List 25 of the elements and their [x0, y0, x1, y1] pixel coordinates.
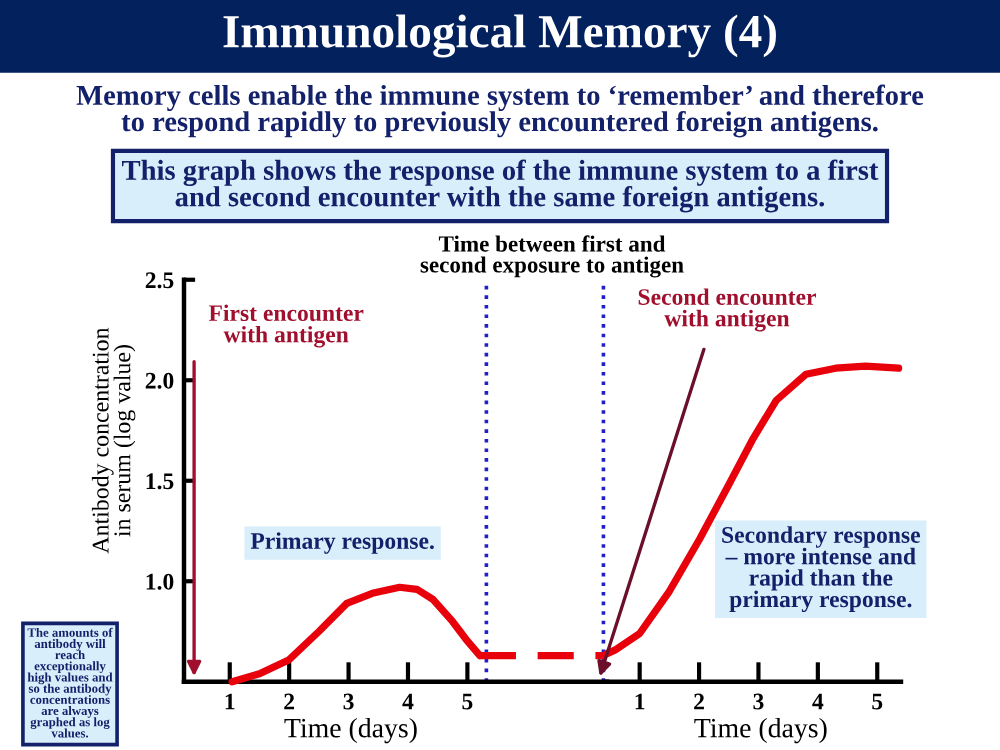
x-axis-title: Time (days): [694, 717, 827, 744]
x-tick-label: 3: [753, 693, 764, 710]
y-tick-label: 2.5: [145, 272, 174, 289]
annotation: Secondary response – more intense and rapid than the primary response.: [722, 526, 921, 613]
annotation: First encounter with antigen: [208, 304, 364, 348]
text: This graph shows the response of the immune system to a first and second encounter with the same foreign antigens.: [122, 159, 879, 213]
y-axis-title: Antibody concentration in serum (log value): [91, 327, 136, 554]
y-tick-label: 2.0: [145, 372, 174, 389]
x-tick-label: 5: [462, 693, 473, 710]
x-tick-label: 1: [225, 693, 235, 710]
x-tick-label: 3: [343, 693, 354, 710]
x-tick-label: 5: [872, 693, 883, 710]
x-tick-label: 2: [284, 693, 295, 710]
chart-subtitle: Memory cells enable the immune system to ‘remember’ and therefore to respond rapidly to previously encountered foreign antigens.: [76, 84, 924, 138]
x-tick-label: 4: [812, 693, 824, 710]
text: Time between first and second exposure to antigen: [420, 235, 684, 278]
x-tick-label: 2: [694, 693, 704, 710]
x-tick-label: 1: [635, 693, 645, 710]
chart-title: Immunological Memory (4): [223, 14, 776, 58]
x-tick-label: 4: [402, 693, 414, 710]
y-tick-label: 1.0: [146, 573, 174, 590]
annotation: Second encounter with antigen: [638, 288, 816, 332]
y-tick-label: 1.5: [146, 473, 174, 490]
x-axis-title: Time (days): [284, 717, 417, 744]
annotation: Primary response.: [250, 532, 434, 554]
